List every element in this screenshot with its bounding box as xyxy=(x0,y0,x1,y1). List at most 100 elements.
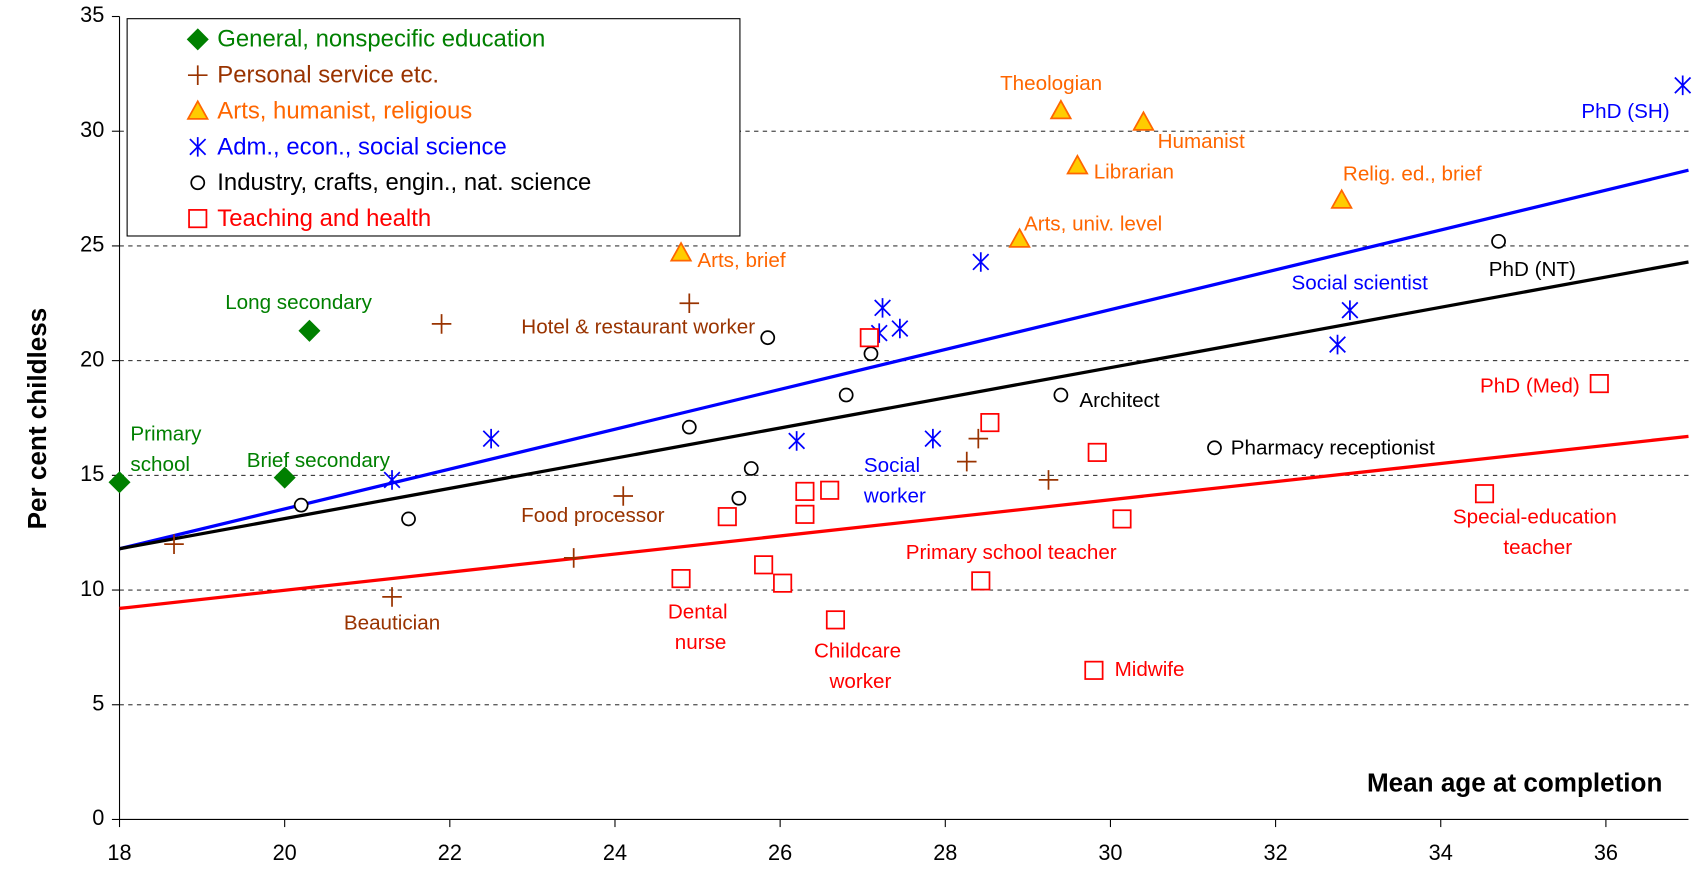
y-tick-label: 20 xyxy=(80,346,104,371)
marker xyxy=(108,471,131,494)
y-tick-label: 25 xyxy=(80,232,104,257)
marker xyxy=(731,490,747,506)
marker xyxy=(669,241,693,262)
point-label: PhD (Med) xyxy=(1480,374,1580,397)
y-tick-label: 15 xyxy=(80,461,104,486)
marker xyxy=(1084,660,1104,680)
point-label: Brief secondary xyxy=(247,449,391,472)
legend-marker xyxy=(190,175,206,191)
x-tick-label: 36 xyxy=(1594,840,1618,865)
point-label: Social scientist xyxy=(1291,272,1428,295)
point-label: Dental nurse xyxy=(668,601,733,654)
label-line: Primary xyxy=(130,423,207,446)
marker xyxy=(971,571,991,591)
marker xyxy=(1330,188,1353,209)
point-label: Hotel & restaurant worker xyxy=(521,316,755,339)
label-line: worker xyxy=(863,485,926,508)
marker xyxy=(681,419,697,435)
marker xyxy=(838,387,854,403)
legend-marker xyxy=(186,99,210,120)
marker xyxy=(431,314,452,334)
label-line: Childcare xyxy=(814,640,907,663)
legend-label: Personal service etc. xyxy=(217,62,439,89)
point-label: Social worker xyxy=(863,454,926,507)
point-label: Humanist xyxy=(1158,130,1245,153)
x-tick-label: 26 xyxy=(768,840,792,865)
point-label: Arts, brief xyxy=(697,249,786,272)
marker xyxy=(1132,110,1155,131)
marker xyxy=(382,587,402,607)
legend-label: Teaching and health xyxy=(217,205,431,232)
legend-marker xyxy=(188,209,208,229)
point-label: Special-education teacher xyxy=(1453,506,1623,559)
trend-line xyxy=(119,434,1689,611)
y-tick-label: 35 xyxy=(80,2,104,27)
x-tick-label: 30 xyxy=(1098,840,1122,865)
marker xyxy=(956,451,977,472)
point-label: Primary school teacher xyxy=(906,541,1117,564)
legend-label: General, nonspecific education xyxy=(217,26,545,53)
marker xyxy=(613,486,634,506)
x-tick-label: 24 xyxy=(603,840,627,865)
marker xyxy=(273,466,296,489)
legend-label: Industry, crafts, engin., nat. science xyxy=(217,169,591,196)
marker xyxy=(891,318,909,339)
point-label: Food processor xyxy=(521,504,664,527)
x-tick-label: 28 xyxy=(933,840,957,865)
legend-marker xyxy=(187,65,208,85)
point-label: Long secondary xyxy=(225,291,372,314)
marker xyxy=(788,431,806,451)
marker xyxy=(820,480,840,500)
marker xyxy=(825,610,846,630)
y-tick-label: 5 xyxy=(92,690,104,715)
marker xyxy=(754,555,774,575)
marker xyxy=(401,511,416,527)
marker xyxy=(874,298,891,318)
marker xyxy=(717,507,737,527)
label-line: teacher xyxy=(1503,537,1572,560)
marker xyxy=(1674,75,1692,96)
point-label: Midwife xyxy=(1115,658,1185,681)
label-line: Special-education xyxy=(1453,506,1623,529)
point-label: PhD (SH) xyxy=(1581,100,1669,123)
marker xyxy=(1053,387,1069,403)
y-tick-label: 10 xyxy=(80,576,104,601)
trend-line xyxy=(119,168,1689,551)
x-tick-label: 18 xyxy=(107,840,131,865)
legend-marker xyxy=(189,137,207,157)
marker xyxy=(1008,227,1031,248)
marker xyxy=(1589,374,1609,394)
y-axis-title: Per cent childless xyxy=(22,308,52,530)
marker xyxy=(863,346,879,362)
trend-line xyxy=(119,260,1689,551)
label-line: nurse xyxy=(675,631,727,654)
point-label: Childcare worker xyxy=(814,640,907,693)
legend-label: Arts, humanist, religious xyxy=(217,97,472,124)
marker xyxy=(383,470,401,490)
marker xyxy=(1087,442,1107,462)
x-tick-label: 22 xyxy=(438,840,462,865)
marker xyxy=(298,319,321,342)
marker xyxy=(760,330,776,346)
marker xyxy=(795,504,815,524)
marker xyxy=(972,252,990,272)
label-line: school xyxy=(130,453,190,476)
point-label: Relig. ed., brief xyxy=(1343,163,1482,186)
x-tick-label: 34 xyxy=(1429,840,1453,865)
x-axis-title: Mean age at completion xyxy=(1367,768,1662,798)
marker xyxy=(773,573,793,593)
point-label: Theologian xyxy=(1000,72,1102,95)
marker xyxy=(968,428,989,449)
marker xyxy=(679,293,700,314)
marker xyxy=(671,569,691,589)
marker xyxy=(1038,470,1059,490)
point-label: Pharmacy receptionist xyxy=(1231,436,1435,459)
legend-box xyxy=(126,18,741,237)
marker xyxy=(924,428,942,449)
marker xyxy=(1112,509,1132,529)
label-line: Dental xyxy=(668,601,733,624)
y-tick-label: 30 xyxy=(80,117,104,142)
legend-marker xyxy=(186,28,209,51)
